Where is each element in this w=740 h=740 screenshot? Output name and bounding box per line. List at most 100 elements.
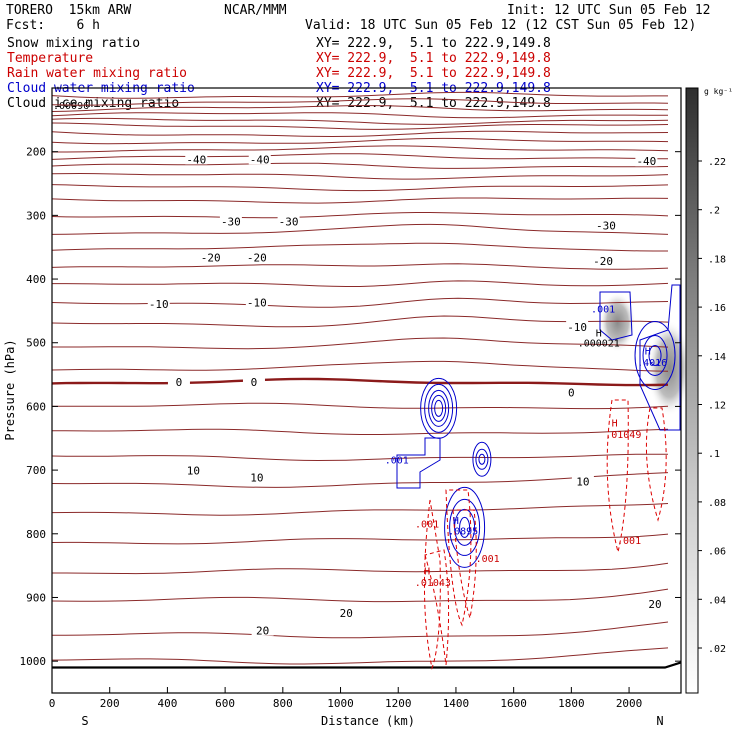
isotherm-line [51, 184, 669, 192]
x-end-label-south: S [81, 714, 88, 728]
isotherm-line [51, 122, 669, 130]
center-title: NCAR/MMM [224, 3, 287, 18]
isotherm-line [51, 105, 669, 112]
cloud-water-contour [478, 453, 486, 465]
rain-water-contour [445, 489, 472, 627]
isotherm-label: -40 [186, 153, 206, 166]
legend-xy-rain: XY= 222.9, 5.1 to 222.9,149.8 [316, 66, 551, 81]
y-tick-label: 600 [26, 400, 46, 413]
isotherm-label: 0 [251, 376, 258, 389]
x-tick-label: 1200 [385, 697, 412, 710]
isotherm-label-bg [594, 219, 617, 231]
cloud-water-contour [424, 383, 454, 433]
isotherm-line [51, 153, 669, 160]
legend-field-temperature: Temperature [7, 51, 94, 66]
isotherm-label: 10 [187, 465, 200, 478]
x-tick-label: 0 [49, 697, 56, 710]
isotherm-line [51, 197, 669, 204]
isotherm-line [52, 145, 669, 153]
extremum-label: .001 [415, 520, 439, 531]
extremum-label: .001 [385, 455, 409, 466]
isotherm-label: 10 [250, 472, 263, 485]
x-tick-label: 2000 [616, 697, 643, 710]
isotherm-label-bg [335, 606, 358, 618]
isotherm-line [51, 91, 668, 99]
isotherm-line [51, 130, 669, 138]
isotherm-line [52, 280, 669, 287]
cloud-water-outline-3 [639, 284, 681, 431]
x-tick-label: 1800 [558, 697, 585, 710]
extremum-label: .001 [617, 536, 641, 547]
cloud-water-contour [648, 344, 662, 366]
colorbar-tick-label: .08 [708, 498, 726, 509]
isotherm-label-bg [592, 255, 615, 267]
legend-xy-temperature: XY= 222.9, 5.1 to 222.9,149.8 [316, 51, 551, 66]
isotherm-label: 0 [568, 386, 575, 399]
isotherm-zero [51, 377, 669, 387]
isotherm-line [51, 428, 669, 435]
isotherm-label: 0 [176, 376, 183, 389]
colorbar-bar [685, 87, 699, 694]
isotherm-label: -10 [247, 297, 267, 310]
isotherm-label-bg [147, 297, 170, 309]
isotherm-line [52, 621, 669, 639]
isotherm-label-bg [242, 376, 265, 388]
isotherm-line [51, 503, 669, 516]
top-left-ice-label: .00096 [53, 101, 90, 112]
x-tick-label: 1000 [327, 697, 354, 710]
extremum-label: H [453, 516, 459, 527]
isotherm-label-bg [167, 376, 190, 388]
isotherm-line [51, 297, 669, 308]
cloud-water-outline-2 [599, 291, 633, 341]
cloud-water-contour [434, 399, 444, 417]
isotherm-label: -20 [201, 251, 221, 264]
y-tick-label: 900 [26, 591, 46, 604]
extremum-label: H [645, 346, 651, 357]
isotherm-line [51, 117, 669, 125]
x-tick-label: 400 [157, 697, 177, 710]
isotherm-line [51, 112, 669, 119]
isotherm-label: 20 [340, 607, 353, 620]
colorbar: .02 .04 .06 .08 .1 .12 .14 .16 .18 .2 .22 g kg⁻¹ [685, 87, 733, 694]
isotherm-label-bg [277, 215, 300, 227]
isotherm-label-bg [635, 155, 658, 167]
plot-frame [51, 87, 682, 694]
isotherm-line [51, 472, 669, 488]
isotherm-label: 20 [648, 598, 661, 611]
rain-water-contour [423, 499, 441, 670]
x-tick-label: 1600 [500, 697, 527, 710]
isotherm-label-bg [245, 251, 268, 263]
valid-time: Valid: 18 UTC Sun 05 Feb 12 (12 CST Sun … [305, 18, 697, 33]
y-tick-label: 200 [26, 146, 46, 159]
extremum-label: .4016 [637, 358, 667, 369]
y-axis-label: Pressure (hPa) [3, 339, 17, 440]
rain-water-contour [645, 407, 667, 522]
isotherm-label: -30 [221, 216, 241, 229]
rain-water-contour [606, 399, 629, 553]
isotherm-label: -40 [250, 153, 270, 166]
plot-content [51, 91, 692, 670]
y-tick-label: 500 [26, 337, 46, 350]
cloud-water-contour [431, 394, 447, 422]
legend-xy-snow: XY= 222.9, 5.1 to 222.9,149.8 [316, 36, 551, 51]
extremum-label: .001 [591, 304, 615, 315]
isotherm-line [51, 315, 669, 328]
y-tick-label: 400 [26, 273, 46, 286]
isotherm-label-bg [571, 475, 594, 487]
isotherm-line [51, 360, 669, 372]
isotherm-line [51, 647, 669, 665]
extremum-label: H [596, 329, 602, 340]
colorbar-tick-label: .12 [708, 401, 726, 412]
isotherm-line [51, 137, 669, 145]
y-tick-label: 300 [26, 209, 46, 222]
extremum-label: .000021 [578, 339, 620, 350]
colorbar-tick-label: .2 [708, 206, 720, 217]
y-tick-label: 700 [26, 464, 46, 477]
init-time: Init: 12 UTC Sun 05 Feb 12 [507, 3, 711, 18]
isotherm-label: -20 [593, 255, 613, 268]
isotherm-label: 20 [256, 625, 269, 638]
isotherm-label-bg [199, 251, 222, 263]
colorbar-units: g kg⁻¹ [704, 87, 733, 96]
x-tick-label: 200 [100, 697, 120, 710]
isotherm-line [51, 588, 669, 603]
